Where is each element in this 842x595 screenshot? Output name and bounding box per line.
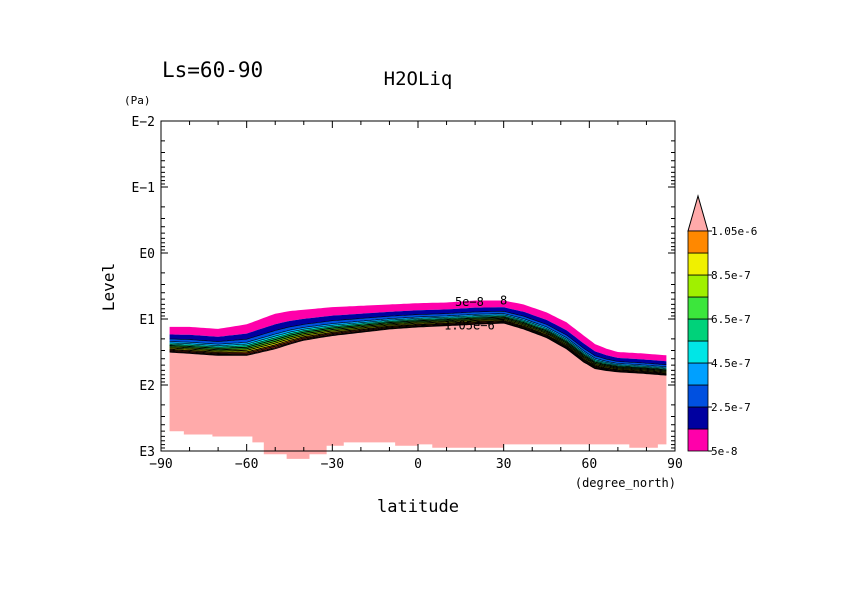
contour-line: [169, 316, 667, 371]
colorbar-swatch: [687, 362, 709, 386]
colorbar-swatch: [687, 340, 709, 364]
x-units: (degree_north): [575, 476, 676, 490]
x-tick-label: −90: [149, 457, 172, 472]
colorbar-label: 2.5e-7: [711, 401, 751, 414]
colorbar-swatch: [687, 406, 709, 430]
y-axis-label: Level: [99, 263, 118, 311]
contour-label: 5e−8: [455, 295, 484, 309]
colorbar-swatch: [687, 252, 709, 276]
high-value-region: [169, 322, 667, 459]
y-units: (Pa): [124, 94, 151, 107]
x-tick-label: −60: [235, 457, 258, 472]
x-tick-label: 60: [582, 457, 598, 472]
y-tick-label: E2: [139, 379, 155, 394]
colorbar-label: 8.5e-7: [711, 269, 751, 282]
contour-line: [169, 317, 667, 372]
period-label: Ls=60-90: [162, 58, 263, 82]
contour-line: [169, 315, 667, 370]
colorbar-swatch: [687, 230, 709, 254]
contour-line: [169, 322, 667, 376]
colorbar-label: 1.05e-6: [711, 225, 757, 238]
contour-line: [169, 313, 667, 368]
contour-band: [169, 300, 667, 362]
contour-label: 8: [500, 294, 507, 308]
y-tick-label: E1: [139, 313, 155, 328]
colorbar: 5e-8 2.5e-7 4.5e-7 6.5e-7 8.5e-7 1.05e-6: [687, 194, 757, 458]
colorbar-swatch: [687, 318, 709, 342]
colorbar-swatch: [687, 296, 709, 320]
colorbar-swatch: [687, 274, 709, 298]
contour-line: [169, 321, 667, 375]
colorbar-swatch: [687, 384, 709, 408]
contour-line: [169, 310, 667, 366]
contour-line: [169, 320, 667, 375]
contour-label: 1.05e−6: [444, 319, 495, 333]
y-tick-label: E0: [139, 247, 155, 262]
y-tick-label: E−2: [132, 115, 155, 130]
plot-area: 5e−8 8 1.05e−6: [169, 294, 667, 459]
x-tick-label: 0: [414, 457, 422, 472]
contour-band: [169, 307, 667, 365]
x-tick-label: 90: [667, 457, 683, 472]
contour-line: [169, 319, 667, 374]
x-tick-label: −30: [321, 457, 344, 472]
x-axis-label: latitude: [377, 497, 459, 517]
axes: −90 −60 −30 0 30 60 90 E−2 E−1 E0 E1 E2 E3: [132, 115, 683, 472]
colorbar-swatch: [687, 428, 709, 452]
contour-line: [169, 314, 667, 369]
colorbar-label: 6.5e-7: [711, 313, 751, 326]
colorbar-label: 4.5e-7: [711, 357, 751, 370]
x-tick-label: 30: [496, 457, 512, 472]
contour-line: [169, 318, 667, 373]
y-tick-label: E3: [139, 445, 155, 460]
colorbar-label: 5e-8: [711, 445, 738, 458]
chart-title: H2OLiq: [384, 68, 453, 90]
colorbar-overflow-arrow: [687, 194, 709, 232]
y-tick-label: E−1: [132, 181, 155, 196]
